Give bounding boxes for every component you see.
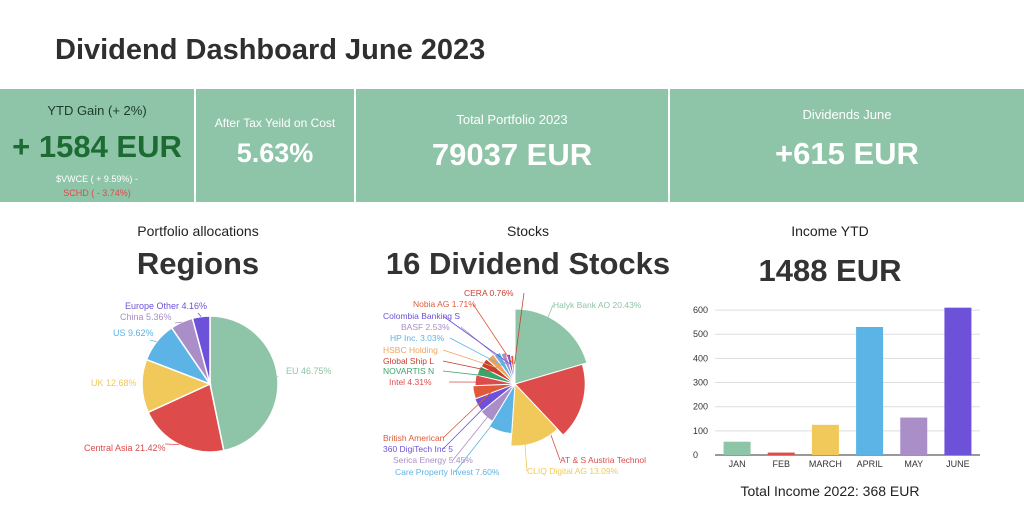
stocks-rose-label: CLIQ Digital AG 13.09% (527, 466, 619, 476)
regions-pie-leader-line (197, 312, 202, 317)
stocks-rose-leader-line (442, 360, 499, 374)
regions-pie-leader-line (164, 443, 180, 446)
regions-pie-slice (147, 382, 225, 453)
bar-chart-y-tick: 100 (693, 426, 708, 436)
stocks-rose-slice (510, 382, 559, 447)
stocks-rose-label: AT & S Austria Technol (560, 455, 646, 465)
regions-pie-label: UK 12.68% (91, 378, 137, 388)
stocks-rose-label: BASF 2.53% (401, 322, 450, 332)
bar-chart-y-tick: 300 (693, 378, 708, 388)
regions-pie-label: EU 46.75% (286, 366, 332, 376)
income-footer-note: Total Income 2022: 368 EUR (740, 483, 920, 499)
regions-pie-label: US 9.62% (113, 328, 154, 338)
kpi-ytd-sub-vwce: $VWCE ( + 9.59%) - (56, 174, 138, 184)
bar-chart-bar (723, 441, 751, 455)
stocks-rose-label: HSBC Holding (383, 345, 438, 355)
stocks-rose-label: 360 DigiTech Inc 5 (383, 444, 453, 454)
regions-pie-slice (209, 315, 279, 452)
stocks-rose-label: CERA 0.76% (464, 288, 514, 298)
kpi-portfolio-value: 79037 EUR (431, 137, 593, 172)
stocks-rose-label: Intel 4.31% (389, 377, 432, 387)
stocks-rose-label: British American (383, 433, 445, 443)
bar-chart-bar (944, 307, 972, 455)
bar-chart-x-tick: APRIL (857, 459, 883, 469)
kpi-ytd-gain: YTD Gain (+ 2%) + 1584 EUR $VWCE ( + 9.5… (0, 89, 196, 202)
stocks-rose-label: Halyk Bank AO 20.43% (553, 300, 642, 310)
bar-chart-x-tick: MAY (904, 459, 923, 469)
income-subtitle: Income YTD (791, 223, 869, 239)
bar-chart-bar (856, 326, 884, 455)
kpi-yield-label: After Tax Yeild on Cost (214, 116, 336, 130)
stocks-rose-slice (480, 383, 516, 422)
stocks-rose-label: Care Property Invest 7.60% (395, 467, 500, 477)
bar-chart-x-tick: FEB (772, 459, 790, 469)
stocks-rose-label: HP Inc. 3.03% (390, 333, 445, 343)
stocks-rose-leader-line (472, 303, 514, 365)
income-title: 1488 EUR (758, 253, 902, 288)
kpi-ytd-value: + 1584 EUR (12, 129, 182, 164)
bar-chart-x-tick: MARCH (809, 459, 842, 469)
stocks-rose-label: Serica Energy 5.45% (393, 455, 473, 465)
kpi-dividends-value: +615 EUR (775, 136, 919, 171)
stocks-rose-label: Global Ship L (383, 356, 434, 366)
stocks-rose-leader-line (442, 349, 502, 370)
regions-pie-label: China 5.36% (120, 312, 172, 322)
stocks-rose-leader-line (449, 337, 505, 368)
kpi-ytd-sub-schd: SCHD ( - 3.74%) (63, 188, 131, 198)
bar-chart-bar (767, 452, 795, 455)
stocks-rose-leader-line (526, 304, 554, 369)
bar-chart-x-tick: JUNE (946, 459, 970, 469)
stocks-rose-slice (488, 383, 516, 435)
regions-pie-leader-line (174, 321, 182, 324)
stocks-rose-label: NOVARTIS N (383, 366, 434, 376)
regions-pie-leader-line (149, 339, 157, 343)
bar-chart-x-tick: JAN (729, 459, 746, 469)
kpi-total-portfolio: Total Portfolio 2023 79037 EUR (356, 89, 670, 202)
bar-chart-y-tick: 500 (693, 329, 708, 339)
stocks-rose-leader-line (442, 387, 496, 439)
stocks-rose-slice (514, 363, 586, 436)
stocks-rose-leader-line (454, 402, 510, 473)
bar-chart-bar (811, 424, 839, 455)
regions-pie-label: Europe Other 4.16% (125, 301, 207, 311)
stocks-rose-slice (472, 383, 516, 400)
stocks-rose-label: Colombia Banking S (383, 311, 460, 321)
stocks-title: 16 Dividend Stocks (385, 246, 671, 281)
regions-title: Regions (136, 246, 260, 281)
bar-chart-y-tick: 200 (693, 402, 708, 412)
stocks-rose-leader-line (442, 370, 497, 378)
regions-subtitle: Portfolio allocations (137, 223, 259, 239)
stocks-rose-slice (493, 351, 516, 385)
bar-chart-y-tick: 400 (693, 353, 708, 363)
dashboard-title: Dividend Dashboard June 2023 (55, 34, 486, 66)
regions-pie-label: Central Asia 21.42% (84, 443, 166, 453)
stocks-subtitle: Stocks (506, 223, 549, 239)
kpi-yield-value: 5.63% (236, 138, 314, 168)
stocks-rose-label: Nobia AG 1.71% (413, 299, 476, 309)
kpi-dividends-label: Dividends June (802, 107, 892, 122)
stocks-rose-leader-line (452, 398, 503, 461)
kpi-band (0, 89, 1024, 202)
stocks-rose-leader-line (442, 315, 511, 365)
kpi-ytd-label: YTD Gain (+ 2%) (47, 103, 147, 118)
stocks-rose-leader-line (514, 292, 525, 365)
kpi-dividends-june: Dividends June +615 EUR (670, 89, 1024, 202)
kpi-portfolio-label: Total Portfolio 2023 (456, 112, 568, 127)
bar-chart-bar (900, 417, 928, 455)
kpi-yield-on-cost: After Tax Yeild on Cost 5.63% (196, 89, 356, 202)
stocks-rose-leader-line (442, 393, 498, 450)
bar-chart-y-tick: 0 (693, 450, 698, 460)
stocks-rose-leader-line (521, 402, 528, 472)
bar-chart-y-tick: 600 (693, 305, 708, 315)
